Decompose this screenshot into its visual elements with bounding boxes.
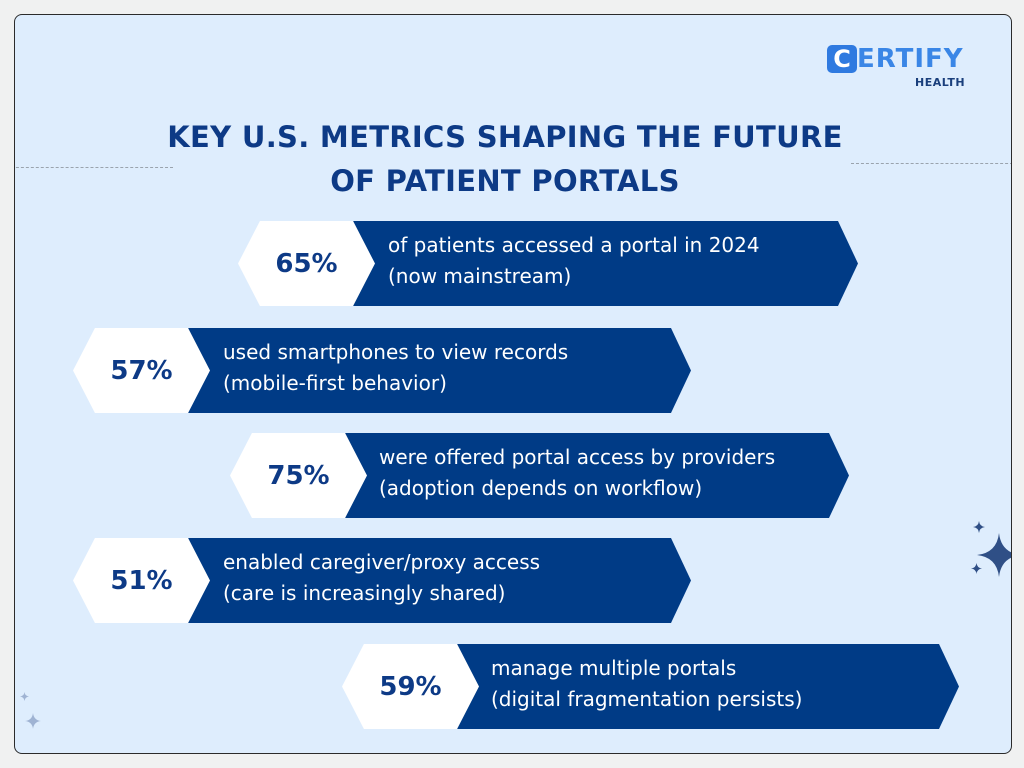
metric-line-2: (care is increasingly shared) bbox=[223, 581, 506, 605]
metric-text: were offered portal access by providers (… bbox=[379, 442, 775, 504]
certify-health-logo: C ERTIFY HEALTH bbox=[827, 45, 997, 91]
metric-bar bbox=[183, 538, 691, 623]
metric-text: of patients accessed a portal in 2024 (no… bbox=[388, 230, 760, 292]
metric-percent: 57% bbox=[73, 328, 210, 413]
metric-line-1: of patients accessed a portal in 2024 bbox=[388, 233, 760, 257]
metric-percent: 75% bbox=[230, 433, 367, 518]
divider-right bbox=[851, 163, 1011, 164]
page-title: KEY U.S. METRICS SHAPING THE FUTURE OF P… bbox=[135, 115, 875, 203]
metric-line-2: (mobile-first behavior) bbox=[223, 371, 447, 395]
sparkle-icon bbox=[973, 521, 985, 533]
logo-letter: C bbox=[827, 45, 857, 73]
metric-text: used smartphones to view records (mobile-… bbox=[223, 337, 568, 399]
logo-subtext: HEALTH bbox=[915, 76, 966, 89]
logo-text: ERTIFY bbox=[857, 44, 964, 74]
metric-row: 59% manage multiple portals (digital frag… bbox=[342, 644, 959, 729]
sparkle-icon bbox=[971, 563, 982, 574]
metric-text: enabled caregiver/proxy access (care is i… bbox=[223, 547, 540, 609]
metric-text: manage multiple portals (digital fragment… bbox=[491, 653, 802, 715]
metric-line-1: manage multiple portals bbox=[491, 656, 737, 680]
metric-bar bbox=[340, 433, 849, 518]
metric-line-2: (adoption depends on workflow) bbox=[379, 476, 703, 500]
metric-row: 65% of patients accessed a portal in 202… bbox=[238, 221, 858, 306]
metric-line-2: (now mainstream) bbox=[388, 264, 572, 288]
metric-line-1: used smartphones to view records bbox=[223, 340, 569, 364]
metric-line-2: (digital fragmentation persists) bbox=[491, 687, 803, 711]
sparkle-icon bbox=[25, 713, 41, 729]
divider-left bbox=[15, 167, 173, 168]
metric-percent: 51% bbox=[73, 538, 210, 623]
metric-bar bbox=[183, 328, 691, 413]
infographic-card: C ERTIFY HEALTH KEY U.S. METRICS SHAPING … bbox=[14, 14, 1012, 754]
sparkle-icon bbox=[977, 533, 1011, 577]
title-line-1: KEY U.S. METRICS SHAPING THE FUTURE bbox=[167, 120, 843, 154]
metric-row: 51% enabled caregiver/proxy access (care … bbox=[73, 538, 691, 623]
metric-bar bbox=[452, 644, 959, 729]
metric-bar bbox=[348, 221, 858, 306]
metric-row: 57% used smartphones to view records (mob… bbox=[73, 328, 691, 413]
title-line-2: OF PATIENT PORTALS bbox=[330, 164, 680, 198]
metric-percent: 59% bbox=[342, 644, 479, 729]
sparkle-icon bbox=[20, 692, 29, 701]
metric-row: 75% were offered portal access by provid… bbox=[230, 433, 849, 518]
metric-percent: 65% bbox=[238, 221, 375, 306]
metric-line-1: were offered portal access by providers bbox=[379, 445, 776, 469]
metric-line-1: enabled caregiver/proxy access bbox=[223, 550, 541, 574]
